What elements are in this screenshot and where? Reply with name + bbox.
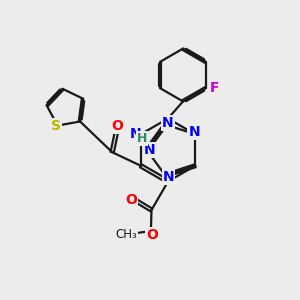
Text: H: H bbox=[137, 132, 147, 145]
Text: O: O bbox=[146, 228, 158, 242]
Text: O: O bbox=[125, 193, 137, 206]
Text: N: N bbox=[162, 116, 173, 130]
Text: S: S bbox=[51, 118, 61, 133]
Text: N: N bbox=[144, 143, 156, 157]
Text: N: N bbox=[130, 127, 141, 141]
Text: F: F bbox=[209, 81, 219, 95]
Text: N: N bbox=[163, 170, 174, 184]
Text: N: N bbox=[188, 125, 200, 139]
Text: CH₃: CH₃ bbox=[116, 228, 137, 241]
Text: O: O bbox=[111, 119, 123, 134]
